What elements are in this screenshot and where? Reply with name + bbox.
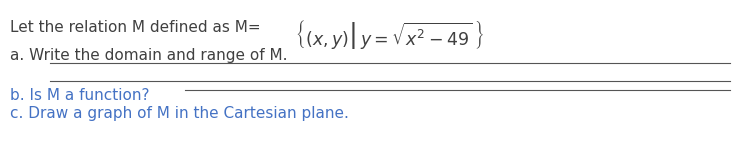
Text: a. Write the domain and range of M.: a. Write the domain and range of M.: [10, 48, 287, 63]
Text: b. Is M a function?: b. Is M a function?: [10, 88, 149, 103]
Text: c. Draw a graph of M in the Cartesian plane.: c. Draw a graph of M in the Cartesian pl…: [10, 106, 349, 121]
Text: Let the relation M defined as M=: Let the relation M defined as M=: [10, 20, 260, 35]
Text: $\left\{(x,y)\middle|\, y = \sqrt{x^{2}-49}\,\right\}$: $\left\{(x,y)\middle|\, y = \sqrt{x^{2}-…: [295, 18, 485, 51]
